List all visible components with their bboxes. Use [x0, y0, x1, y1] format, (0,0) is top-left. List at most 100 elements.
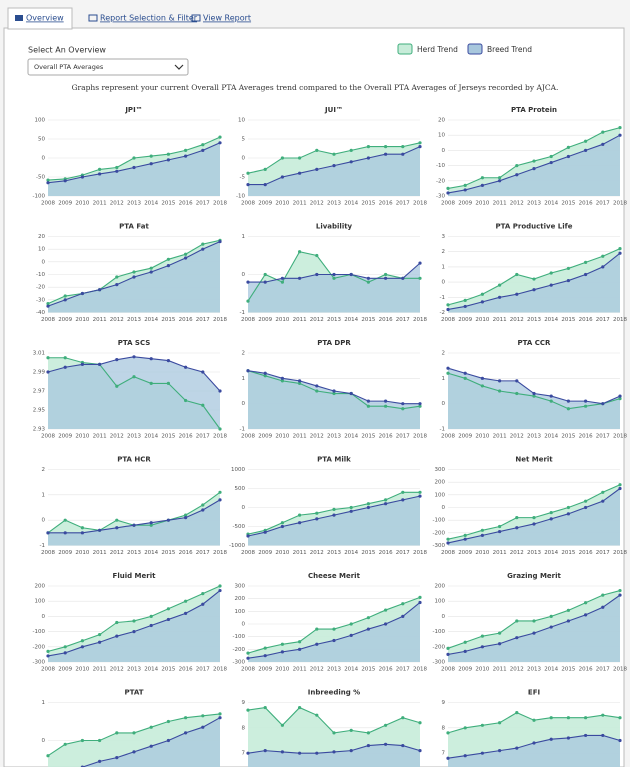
data-point — [401, 743, 405, 748]
data-point — [280, 379, 284, 383]
x-tick-label: 2017 — [196, 667, 210, 673]
data-point — [280, 156, 284, 160]
x-tick-label: 2009 — [258, 667, 272, 673]
y-tick-label: 2 — [442, 249, 446, 255]
y-tick-label: 200 — [235, 596, 246, 602]
x-tick-label: 2014 — [344, 317, 358, 323]
y-tick-label: -40 — [36, 310, 45, 316]
data-point — [149, 623, 153, 628]
data-point — [515, 164, 519, 168]
data-point — [315, 511, 319, 515]
data-point — [149, 744, 153, 748]
y-tick-label: 1 — [242, 234, 246, 240]
y-tick-label: 200 — [435, 584, 446, 590]
x-tick-label: 2014 — [144, 201, 158, 207]
y-tick-label: 5 — [242, 137, 246, 143]
data-point — [349, 272, 353, 277]
tab[interactable]: View Report — [203, 14, 251, 23]
x-tick-label: 2016 — [179, 434, 193, 440]
data-point — [480, 183, 484, 187]
data-point — [532, 288, 536, 292]
data-point — [184, 256, 188, 260]
data-point — [166, 264, 170, 268]
area-fill — [82, 717, 220, 767]
x-tick-label: 2017 — [196, 434, 210, 440]
data-point — [332, 750, 336, 754]
data-point — [515, 619, 519, 623]
data-point — [132, 165, 136, 170]
data-point — [349, 633, 353, 638]
data-point — [480, 528, 484, 532]
y-tick-label: 1 — [442, 264, 446, 270]
data-point — [218, 239, 222, 244]
tab-active[interactable] — [7, 7, 73, 30]
data-point — [418, 261, 422, 265]
x-tick-label: 2013 — [127, 667, 141, 673]
x-tick-label: 2013 — [527, 667, 541, 673]
x-tick-label: 2008 — [241, 201, 255, 207]
data-point — [384, 742, 388, 746]
data-point — [115, 283, 119, 287]
x-tick-label: 2017 — [196, 317, 210, 323]
data-point — [332, 276, 336, 280]
data-point — [280, 175, 284, 179]
data-point — [532, 619, 536, 623]
data-point — [132, 750, 136, 754]
x-tick-label: 2010 — [275, 317, 289, 323]
data-point — [463, 183, 467, 187]
x-tick-label: 2010 — [75, 667, 89, 673]
x-tick-label: 2009 — [458, 201, 472, 207]
y-tick-label: 2.99 — [33, 370, 46, 376]
x-tick-label: 2011 — [293, 317, 307, 323]
chart-title: EFI — [528, 689, 540, 697]
x-tick-label: 2014 — [344, 434, 358, 440]
data-point — [566, 619, 571, 623]
x-tick-label: 2016 — [579, 434, 593, 440]
y-tick-label: 10 — [38, 247, 45, 253]
data-point — [46, 302, 50, 306]
data-point — [566, 608, 571, 612]
x-tick-label: 2015 — [161, 201, 175, 207]
data-point — [549, 394, 553, 398]
x-tick-label: 2015 — [161, 317, 175, 323]
data-point — [480, 645, 484, 649]
data-point — [280, 723, 284, 727]
x-tick-label: 2009 — [58, 667, 72, 673]
data-point — [166, 738, 170, 743]
data-point — [246, 651, 250, 655]
data-point — [480, 384, 484, 388]
data-point — [246, 534, 250, 538]
y-tick-label: -300 — [433, 543, 446, 549]
data-point — [366, 743, 370, 748]
data-point — [446, 186, 450, 190]
x-tick-label: 2009 — [258, 550, 272, 556]
x-tick-label: 2011 — [493, 434, 507, 440]
data-point — [618, 483, 622, 487]
y-tick-label: -200 — [233, 647, 246, 653]
data-point — [532, 391, 536, 396]
x-tick-label: 2010 — [475, 317, 489, 323]
data-point — [63, 742, 67, 746]
tab[interactable]: Report Selection & Filter — [100, 14, 198, 23]
data-point — [280, 642, 284, 646]
data-point — [166, 719, 170, 724]
data-point — [401, 602, 405, 606]
data-point — [315, 384, 319, 388]
data-point — [115, 518, 119, 522]
data-point — [515, 391, 519, 396]
data-point — [63, 365, 67, 369]
x-tick-label: 2009 — [58, 434, 72, 440]
select-value[interactable]: Overall PTA Averages — [34, 63, 104, 71]
data-point — [166, 607, 170, 611]
y-tick-label: 0 — [242, 156, 246, 162]
select-box[interactable] — [27, 58, 189, 76]
data-point — [201, 143, 205, 147]
description: Graphs represent your current Overall PT… — [72, 83, 559, 92]
data-point — [315, 627, 319, 631]
x-tick-label: 2016 — [379, 201, 393, 207]
tab[interactable]: Overview — [26, 14, 64, 23]
data-point — [566, 154, 571, 159]
data-point — [584, 272, 588, 277]
chart-title: PTA Protein — [511, 106, 557, 114]
data-point — [263, 280, 267, 284]
